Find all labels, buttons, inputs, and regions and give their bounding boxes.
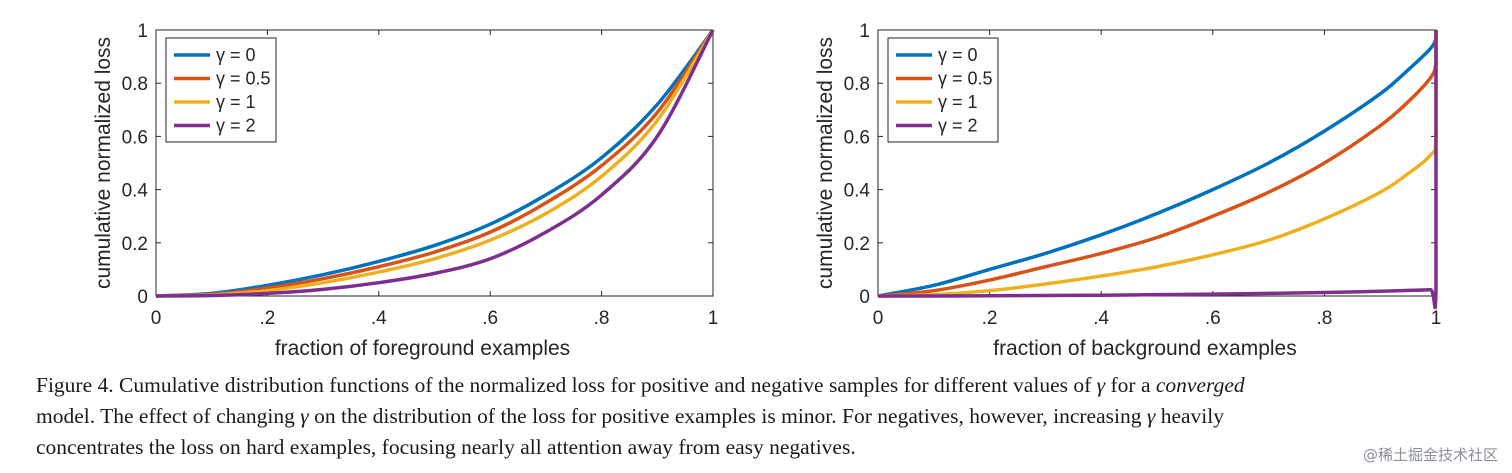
legend-label: γ = 0.5 <box>216 69 271 89</box>
y-tick-label: 0.4 <box>844 181 871 202</box>
y-tick-label: 0.6 <box>844 127 870 148</box>
caption-text: on the distribution of the loss for posi… <box>308 404 1147 428</box>
caption-line-3: concentrates the loss on hard examples, … <box>36 435 856 459</box>
watermark: @稀土掘金技术社区 <box>1362 446 1498 464</box>
x-axis-title: fraction of background examples <box>993 337 1297 360</box>
legend-label: γ = 2 <box>216 116 256 136</box>
x-tick-label: 1 <box>1431 308 1442 329</box>
series-line <box>877 30 1438 298</box>
y-tick-label: 0 <box>137 287 148 308</box>
series-line <box>155 29 715 298</box>
y-tick-label: 0 <box>859 287 870 308</box>
y-tick-label: 1 <box>859 21 870 42</box>
x-tick-label: .4 <box>1093 308 1109 329</box>
caption-gamma: γ <box>300 404 309 428</box>
x-tick-label: .2 <box>982 308 998 329</box>
caption-text: model. The effect of changing <box>36 404 301 428</box>
y-tick-label: 1 <box>137 21 148 42</box>
series-line <box>155 29 715 298</box>
legend-label: γ = 2 <box>938 116 978 136</box>
x-tick-label: 0 <box>873 308 884 329</box>
legend-label: γ = 1 <box>938 92 978 112</box>
x-tick-label: .4 <box>371 308 387 329</box>
axes-box <box>155 29 714 297</box>
caption-text: heavily <box>1155 404 1225 428</box>
y-tick-label: 0.8 <box>122 74 148 95</box>
x-tick-label: .6 <box>1205 308 1221 329</box>
y-axis-title: cumulative normalized loss <box>92 37 115 289</box>
series-line <box>155 29 715 298</box>
caption-text: Figure 4. Cumulative distribution functi… <box>36 373 1097 397</box>
y-tick-label: 0.4 <box>122 181 149 202</box>
legend-label: γ = 0 <box>938 45 978 65</box>
y-tick-label: 0.2 <box>122 234 148 255</box>
caption-line-2: model. The effect of changing γ on the d… <box>36 401 1496 432</box>
legend-label: γ = 0 <box>216 45 256 65</box>
y-tick-label: 0.6 <box>122 127 148 148</box>
y-axis-title: cumulative normalized loss <box>814 37 837 289</box>
series-line <box>155 28 715 298</box>
x-tick-label: 1 <box>708 308 719 329</box>
caption-gamma: γ <box>1096 373 1106 397</box>
x-tick-label: .8 <box>594 308 610 329</box>
x-tick-label: .8 <box>1316 308 1332 329</box>
legend-label: γ = 1 <box>216 92 256 112</box>
x-tick-label: .2 <box>259 308 275 329</box>
series-line <box>877 30 1438 310</box>
caption-text: for a <box>1105 373 1156 397</box>
caption-line-1: Figure 4. Cumulative distribution functi… <box>36 370 1496 401</box>
y-tick-label: 0.8 <box>844 74 870 95</box>
x-tick-label: 0 <box>151 308 162 329</box>
x-tick-label: .6 <box>482 308 498 329</box>
figure-caption: Figure 4. Cumulative distribution functi… <box>36 370 1496 463</box>
caption-gamma: γ <box>1146 404 1156 428</box>
x-axis-title: fraction of foreground examples <box>275 337 570 360</box>
series-line <box>877 30 1438 298</box>
series-line <box>877 30 1438 298</box>
legend-label: γ = 0.5 <box>938 69 993 89</box>
y-tick-label: 0.2 <box>844 234 870 255</box>
caption-emphasis: converged <box>1155 373 1245 397</box>
